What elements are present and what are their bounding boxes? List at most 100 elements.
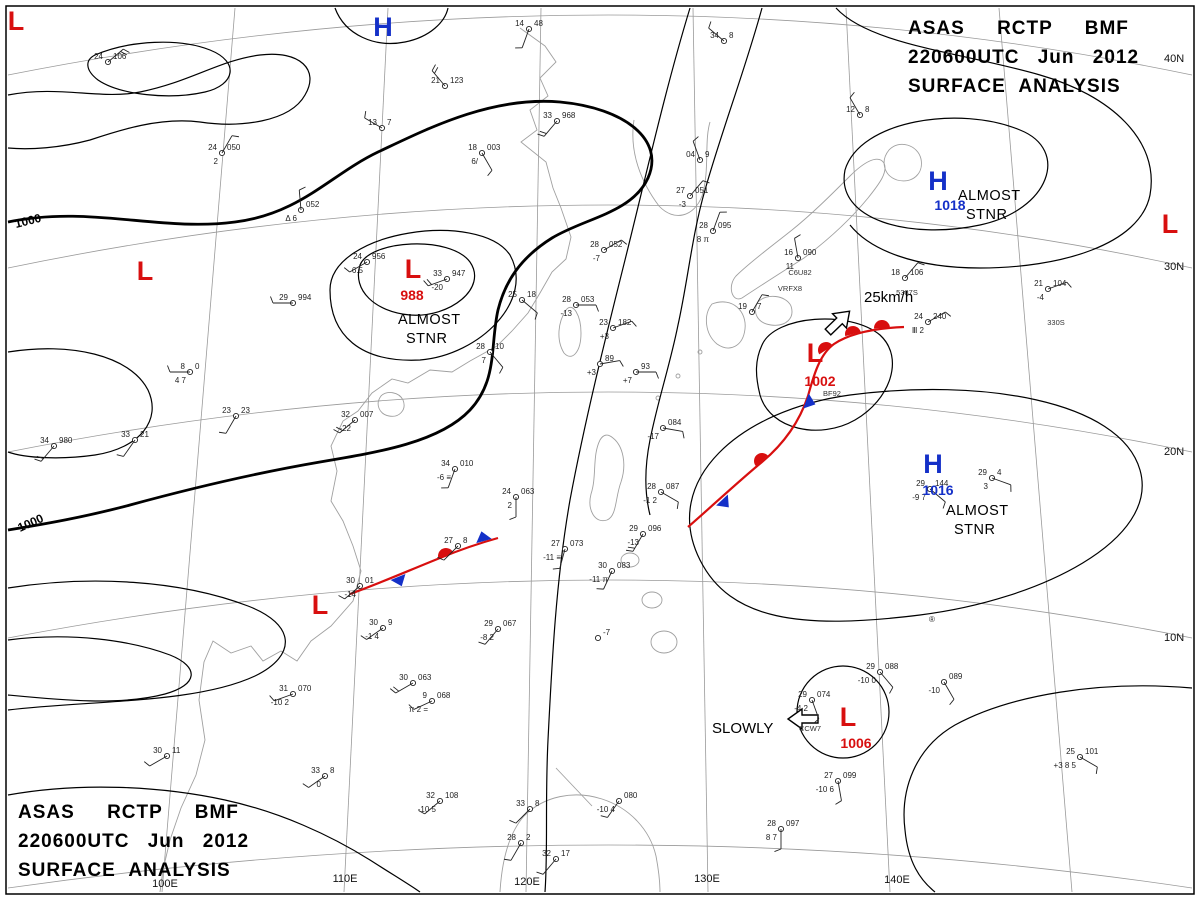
station-id: 5387S [896, 288, 918, 297]
station-pressure: 48 [534, 19, 543, 28]
wind-barb-tick [621, 239, 628, 245]
station-temp: 34 [441, 459, 450, 468]
coast-shikoku [755, 295, 793, 326]
station-pressure: 7 [387, 118, 392, 127]
station-dewpoint: 6.5 [352, 266, 364, 275]
wind-barb [413, 700, 433, 710]
wind-barb-tick [774, 848, 782, 852]
station-plot: 330S [1047, 318, 1065, 327]
wind-barb-tick [536, 871, 544, 875]
wind-barb-tick [231, 135, 239, 138]
wind-barb-tick [426, 279, 432, 285]
station-plot: 89 +3 [587, 354, 624, 377]
station-temp: 23 [222, 406, 231, 415]
station-plot: 080 -10 4 [597, 791, 638, 818]
wind-barb-tick [269, 695, 275, 702]
station-dewpoint: -4 2 [794, 704, 808, 713]
station-temp: 32 [542, 849, 551, 858]
station-temp: 21 [1034, 279, 1043, 288]
station-plot: 29 088 -10 0 [858, 662, 899, 694]
station-dewpoint: -13 [627, 538, 639, 547]
station-dewpoint: -13 [560, 309, 572, 318]
station-temp: 25 [1066, 747, 1075, 756]
wind-barb-tick [418, 810, 425, 815]
wind-barb-tick [692, 136, 699, 142]
pressure-center-symbol: L [8, 6, 25, 36]
station-temp: 18 [468, 143, 477, 152]
longitude-label: 100E [152, 878, 178, 890]
station-plot: CCW7 [799, 724, 821, 733]
pressure-center-symbol: H [923, 449, 943, 479]
wind-barb [521, 28, 530, 48]
wind-barb-tick [537, 133, 545, 137]
station-plot: 93 +7 [623, 362, 659, 385]
station-dewpoint: 6/ [471, 157, 478, 166]
station-temp: 24 [914, 312, 923, 321]
station-dewpoint: -10 [928, 686, 940, 695]
wind-barb [991, 477, 1011, 486]
wind-barb [603, 570, 613, 590]
wind-barb [543, 120, 558, 137]
station-pressure: 18 [527, 290, 536, 299]
station-dewpoint: 7 [482, 356, 487, 365]
coast-honshu [730, 158, 886, 300]
station-temp: 31 [279, 684, 288, 693]
wind-barb-tick [509, 819, 517, 824]
station-temp: 30 [369, 618, 378, 627]
station-plot: 34 8 [708, 21, 734, 45]
station-dewpoint: +3 [600, 332, 610, 341]
wind-barb [443, 545, 459, 561]
station-temp: 23 [599, 318, 608, 327]
station-temp: 28 [562, 295, 571, 304]
station-dewpoint: +3 8 5 [1054, 761, 1077, 770]
movement-arrow-west [786, 707, 819, 731]
station-temp: 21 [431, 76, 440, 85]
station-pressure: 0 [195, 362, 200, 371]
station-pressure: 8 [330, 766, 335, 775]
station-pressure: 074 [817, 690, 831, 699]
station-pressure: 067 [503, 619, 517, 628]
coast-korea [632, 119, 711, 216]
pressure-center-L-988: L 988 ALMOST STNR [398, 254, 460, 347]
station-pressure: 051 [695, 186, 709, 195]
station-temp: 30 [346, 576, 355, 585]
station-pressure: 10 [495, 342, 504, 351]
chart-datetime: 220600UTC Jun 2012 [908, 47, 1140, 68]
station-pressure: 097 [786, 819, 800, 828]
wind-barb [542, 858, 557, 875]
wind-barb-tick [655, 371, 659, 379]
station-plot: 9 068 π 2 = [408, 691, 451, 714]
station-plot: 28 2 [504, 833, 531, 861]
chart-id: ASAS RCTP BMF [18, 802, 239, 823]
station-dewpoint: -10 0 [858, 676, 877, 685]
pressure-center-L: L [312, 590, 329, 620]
station-pressure: 93 [641, 362, 650, 371]
station-pressure: 003 [487, 143, 501, 152]
station-pressure: 096 [648, 524, 662, 533]
wind-barb-tick [945, 311, 952, 317]
wind-barb-tick [34, 458, 42, 462]
wind-barb-tick [338, 595, 345, 600]
station-pressure: 053 [581, 295, 595, 304]
wind-barb [308, 775, 326, 788]
station-temp: 9 [423, 691, 428, 700]
station-dewpoint: 8 7 [766, 833, 778, 842]
station-pressure: 068 [437, 691, 451, 700]
station-plot: 30 01 -14 [338, 576, 374, 600]
station-pressure: 052 [609, 240, 623, 249]
station-temp: 33 [543, 111, 552, 120]
wind-barb [794, 238, 799, 259]
station-pressure: 106 [910, 268, 924, 277]
station-temp: 25 [508, 290, 517, 299]
station-plot: 30 11 [143, 746, 181, 767]
station-plot: 32 007 -22 [333, 410, 374, 434]
coast-palawan [555, 767, 593, 807]
chart-type: SURFACE ANALYSIS [18, 860, 231, 881]
wind-barb-tick [626, 549, 634, 552]
wind-barb [603, 239, 622, 251]
latitude-label: 20N [1164, 446, 1184, 458]
wind-barb-tick [434, 67, 439, 74]
coastlines [159, 27, 922, 893]
